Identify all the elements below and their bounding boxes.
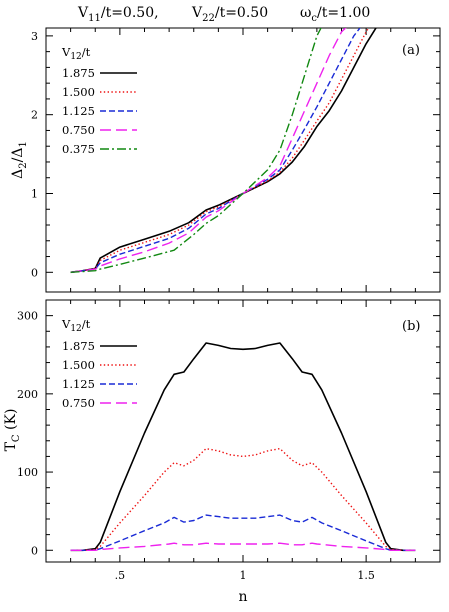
ytick-label-a: 0 [31, 266, 38, 279]
legend-entry-label-a: 1.125 [62, 104, 95, 118]
ytick-label-a: 2 [31, 109, 38, 122]
legend-entry-label-a: 1.875 [62, 66, 95, 80]
legend-entry-label-b: 1.125 [62, 377, 95, 391]
panel-a-label: (a) [402, 43, 420, 58]
ytick-label-b: 100 [17, 466, 38, 479]
series-line-b-0.750 [70, 542, 416, 551]
panel-a-ylabel: Δ2/Δ1 [10, 141, 29, 179]
ytick-label-a: 3 [31, 30, 38, 43]
series-line-b-1.500 [70, 447, 416, 551]
xtick-label-b: 1.5 [357, 569, 375, 582]
panel-a-frame [45, 27, 441, 293]
panel-a-chart: 0 1 2 3 V12/t 1.875 1.500 1.125 0.750 0.375 (a)… [10, 27, 441, 293]
panel-b-ylabel: TC (K) [3, 409, 22, 452]
legend-a-title: V12/t [61, 45, 91, 62]
series-line-b-1.875 [70, 342, 416, 552]
x-axis-label: n [238, 589, 247, 605]
ytick-label-b: 200 [17, 388, 38, 401]
ytick-label-b: 0 [31, 544, 38, 557]
header-omega-c: ωc/t=1.00 [300, 5, 370, 24]
legend-entry-label-b: 1.500 [62, 358, 95, 372]
ytick-label-b: 300 [17, 310, 38, 323]
legend-entry-label-b: 1.875 [62, 339, 95, 353]
series-line-a-1.125 [70, 28, 361, 273]
xtick-label-b: .5 [115, 569, 126, 582]
legend-entry-label-a: 0.375 [62, 142, 95, 156]
series-line-a-1.500 [70, 28, 370, 273]
panel-b-legend: V12/t 1.875 1.500 1.125 0.750 [61, 317, 137, 410]
legend-b-title: V12/t [61, 317, 91, 334]
ytick-label-a: 1 [31, 187, 38, 200]
series-line-a-0.750 [70, 28, 347, 273]
header-v22: V22/t=0.50 [191, 5, 268, 24]
panel-b-label: (b) [402, 319, 420, 334]
panel-a-legend: V12/t 1.875 1.500 1.125 0.750 0.375 [61, 45, 137, 156]
legend-entry-label-a: 0.750 [62, 123, 95, 137]
panel-b-frame [45, 299, 441, 563]
series-line-a-1.875 [70, 28, 377, 274]
xtick-label-b: 1 [240, 569, 247, 582]
header-v11: V11/t=0.50, [77, 5, 159, 24]
legend-entry-label-a: 1.500 [62, 85, 95, 99]
panel-b-chart: .5 1 1.5 0 100 200 300 V12/t 1.875 1.500 1.125 0.… [3, 299, 441, 582]
legend-entry-label-b: 0.750 [62, 396, 95, 410]
series-line-b-1.125 [70, 514, 416, 551]
